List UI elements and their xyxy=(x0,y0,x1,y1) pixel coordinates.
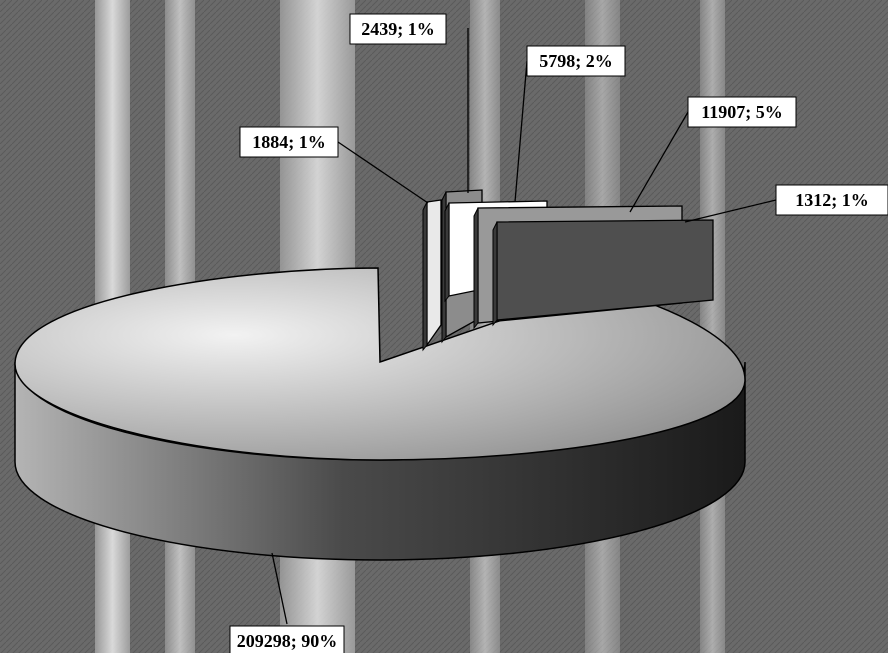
data-label-text: 209298; 90% xyxy=(237,631,338,651)
data-label-text: 5798; 2% xyxy=(539,51,613,71)
leader-line xyxy=(271,552,288,625)
data-label: 11907; 5% xyxy=(687,96,797,128)
pie-slice-main xyxy=(14,267,746,561)
data-labels: 209298; 90% 1884; 1% 2439; 1% 5798; 2% 11907… xyxy=(229,13,888,653)
data-label: 209298; 90% xyxy=(229,625,345,653)
data-label: 1312; 1% xyxy=(775,184,888,216)
data-label: 1884; 1% xyxy=(239,126,339,158)
leader-line xyxy=(514,60,528,203)
data-label-text: 2439; 1% xyxy=(361,19,435,39)
leader-line xyxy=(337,141,429,204)
pie-slices xyxy=(14,189,746,561)
pie-slice xyxy=(492,219,714,327)
data-label-text: 11907; 5% xyxy=(701,102,783,122)
data-label: 2439; 1% xyxy=(349,13,447,45)
leader-line xyxy=(684,199,777,223)
data-label-text: 1312; 1% xyxy=(795,190,869,210)
leader-line xyxy=(629,111,689,213)
data-label-text: 1884; 1% xyxy=(252,132,326,152)
data-label: 5798; 2% xyxy=(526,45,626,77)
pie-slice xyxy=(422,199,442,352)
pie-slice-top xyxy=(14,267,746,461)
pie-slice-side xyxy=(14,361,746,561)
